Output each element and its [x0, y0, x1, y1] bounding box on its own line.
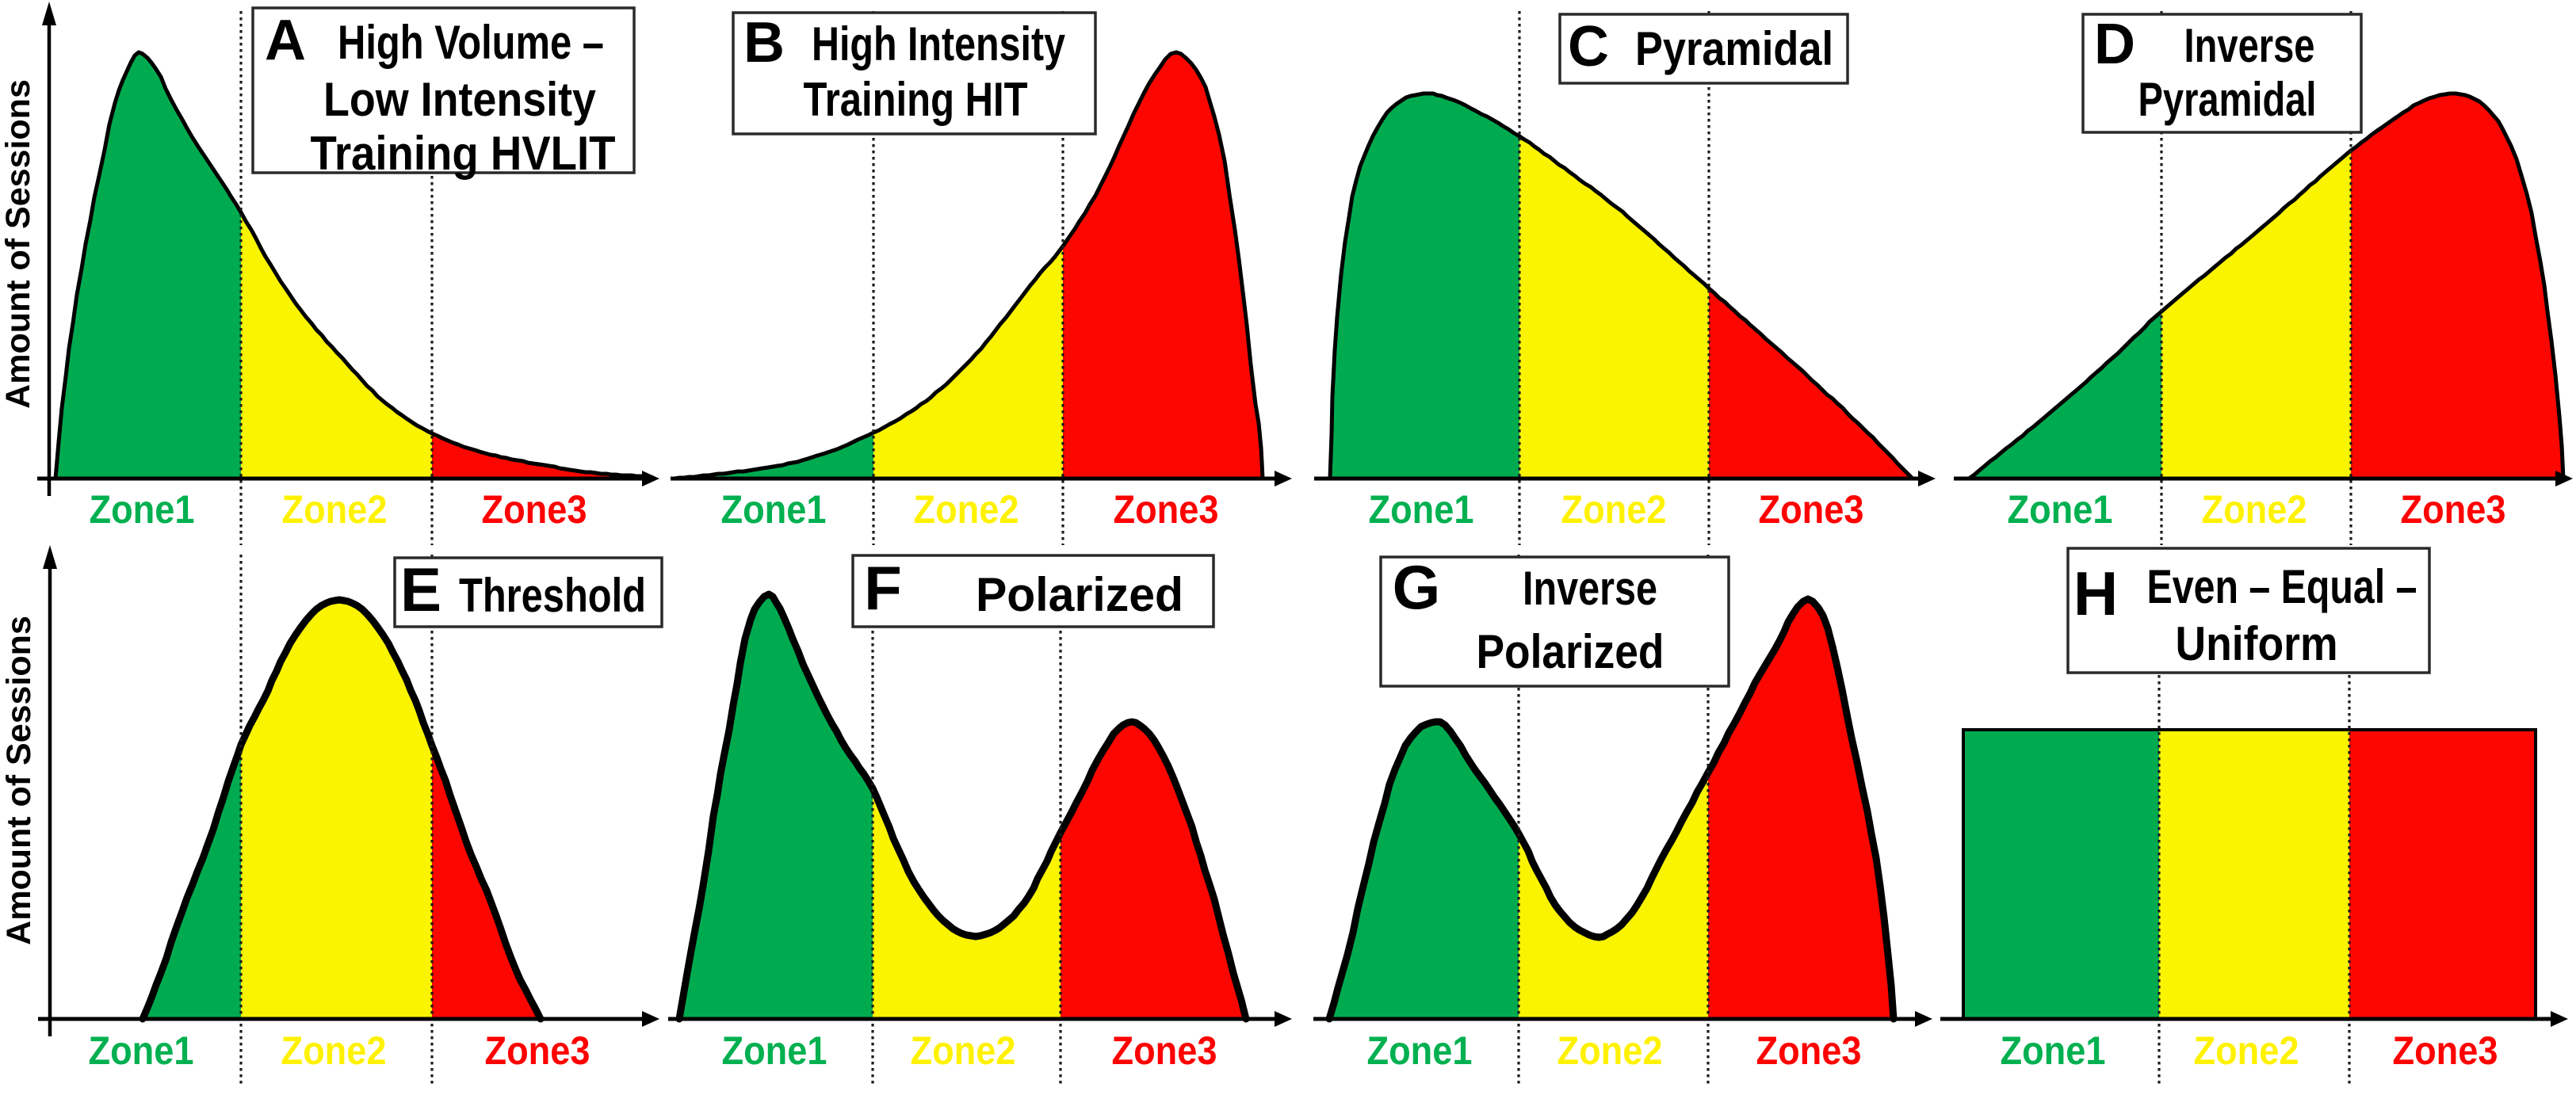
svg-text:Zone1: Zone1: [2001, 1028, 2106, 1073]
svg-text:High Intensity: High Intensity: [812, 17, 1066, 71]
svg-text:Zone2: Zone2: [281, 1028, 387, 1073]
svg-text:Zone3: Zone3: [485, 1028, 590, 1073]
svg-text:Zone1: Zone1: [1367, 1028, 1473, 1073]
svg-text:Pyramidal: Pyramidal: [1635, 22, 1833, 75]
svg-text:Zone3: Zone3: [2393, 1028, 2498, 1073]
svg-text:C: C: [1568, 15, 1609, 78]
svg-text:Zone3: Zone3: [1756, 1028, 1862, 1073]
svg-text:High Volume –: High Volume –: [338, 16, 604, 69]
svg-text:Zone2: Zone2: [1561, 487, 1667, 532]
svg-text:Even – Equal –: Even – Equal –: [2147, 560, 2417, 613]
svg-text:A: A: [265, 9, 306, 72]
svg-text:Zone3: Zone3: [1759, 487, 1864, 532]
svg-text:D: D: [2094, 13, 2135, 76]
svg-text:Polarized: Polarized: [1477, 625, 1664, 678]
svg-text:Training HIT: Training HIT: [804, 73, 1028, 126]
svg-text:Low Intensity: Low Intensity: [323, 73, 597, 126]
svg-text:Zone1: Zone1: [721, 487, 827, 532]
svg-text:Zone1: Zone1: [89, 1028, 194, 1073]
svg-text:H: H: [2073, 559, 2118, 628]
svg-text:E: E: [400, 555, 441, 624]
svg-text:Polarized: Polarized: [976, 568, 1183, 621]
svg-text:Zone3: Zone3: [2401, 487, 2506, 532]
svg-text:Inverse: Inverse: [1523, 562, 1657, 615]
svg-text:Inverse: Inverse: [2184, 19, 2315, 72]
svg-text:Zone2: Zone2: [2194, 1028, 2299, 1073]
svg-text:Training HVLIT: Training HVLIT: [311, 127, 616, 180]
svg-text:Pyramidal: Pyramidal: [2138, 73, 2317, 126]
svg-text:Amount of Sessions: Amount of Sessions: [0, 616, 38, 945]
svg-text:B: B: [743, 11, 785, 74]
svg-text:G: G: [1393, 552, 1441, 622]
svg-text:Zone2: Zone2: [1557, 1028, 1663, 1073]
svg-text:Zone1: Zone1: [722, 1028, 827, 1073]
svg-text:Zone3: Zone3: [482, 487, 587, 532]
svg-text:Uniform: Uniform: [2176, 617, 2338, 670]
svg-text:Zone2: Zone2: [282, 487, 388, 532]
svg-text:Zone3: Zone3: [1114, 487, 1219, 532]
svg-text:Zone1: Zone1: [2008, 487, 2113, 532]
svg-text:Threshold: Threshold: [459, 569, 646, 622]
svg-text:Zone2: Zone2: [2202, 487, 2307, 532]
svg-text:Zone2: Zone2: [914, 487, 1019, 532]
svg-text:F: F: [864, 553, 902, 623]
svg-text:Zone2: Zone2: [911, 1028, 1016, 1073]
svg-text:Zone1: Zone1: [1369, 487, 1474, 532]
svg-text:Amount of Sessions: Amount of Sessions: [0, 79, 37, 409]
svg-text:Zone3: Zone3: [1112, 1028, 1217, 1073]
svg-text:Zone1: Zone1: [90, 487, 195, 532]
